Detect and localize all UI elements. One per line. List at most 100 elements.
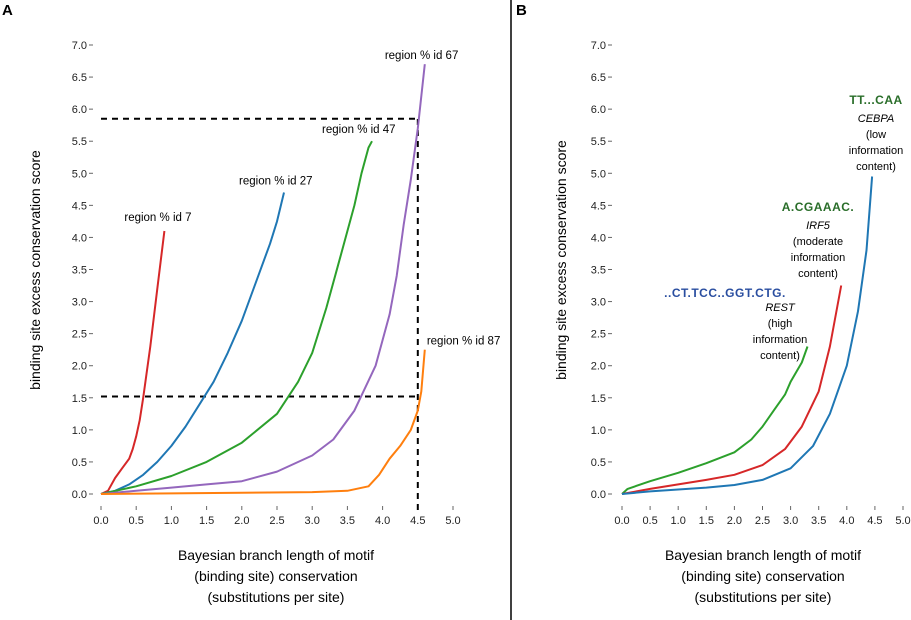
y-tick-b: 7.0: [591, 40, 612, 52]
motif-irf5-desc-3: content): [798, 268, 838, 280]
panel-a-letter: A: [2, 2, 13, 19]
x-tick-a: 2.0: [234, 506, 249, 527]
series-line-irf5: [621, 285, 843, 495]
y-tick-b: 5.5: [591, 136, 612, 148]
x-tick-label: 3.0: [783, 515, 798, 527]
x-tick-label: 0.0: [614, 515, 629, 527]
motif-irf5-logo: A.CGAAAC.: [782, 200, 855, 214]
x-tick-label: 4.0: [375, 515, 390, 527]
y-tick-label: 0.0: [72, 489, 87, 501]
x-tick-b: 1.0: [671, 506, 686, 527]
panel-b-xlabel-line2: (binding site) conservation: [681, 568, 844, 584]
y-tick-b: 6.5: [591, 72, 612, 84]
y-tick-label: 5.0: [72, 168, 87, 180]
series-line-region-id-87: [100, 349, 426, 495]
panel-b-xlabel-line3: (substitutions per site): [695, 589, 832, 605]
series-label-region-id-47: region % id 47: [322, 124, 396, 136]
x-tick-a: 5.0: [445, 506, 461, 527]
y-tick-a: 0.5: [72, 457, 93, 469]
y-tick-a: 5.5: [72, 136, 93, 148]
x-tick-label: 3.5: [811, 515, 826, 527]
y-tick-label: 6.5: [591, 72, 606, 84]
panel-a-xlabel-line3: (substitutions per site): [208, 589, 345, 605]
series-line-rest: [621, 346, 809, 495]
x-tick-label: 5.0: [895, 515, 910, 527]
x-tick-b: 1.5: [699, 506, 714, 527]
y-tick-b: 2.0: [591, 361, 612, 373]
series-label-region-id-7: region % id 7: [124, 212, 191, 224]
x-tick-a: 1.5: [199, 506, 214, 527]
x-tick-label: 1.5: [699, 515, 714, 527]
motif-cebpa-name: CEBPA: [858, 113, 894, 125]
y-tick-label: 1.0: [72, 425, 87, 437]
panel-b-xlabel-line1: Bayesian branch length of motif: [665, 547, 861, 563]
y-tick-label: 6.0: [591, 104, 606, 116]
motif-rest-name: REST: [765, 302, 796, 314]
x-tick-a: 4.0: [375, 506, 390, 527]
series-label-region-id-27: region % id 27: [239, 176, 313, 188]
motif-rest-logo: ..CT.TCC..GGT.CTG.: [664, 286, 786, 300]
panel-a-xlabel-line1: Bayesian branch length of motif: [178, 547, 374, 563]
x-tick-label: 1.5: [199, 515, 214, 527]
y-tick-label: 2.5: [591, 329, 606, 341]
y-tick-label: 5.5: [591, 136, 606, 148]
y-tick-label: 4.0: [591, 232, 606, 244]
y-tick-b: 0.0: [591, 489, 612, 501]
y-tick-b: 3.5: [591, 265, 612, 277]
y-tick-a: 5.0: [72, 168, 93, 180]
motif-irf5-desc-1: (moderate: [793, 236, 843, 248]
y-tick-label: 6.5: [72, 72, 87, 84]
motif-cebpa-logo: TT...CAA: [849, 93, 902, 107]
series-line-region-id-7: [100, 230, 166, 495]
y-tick-b: 1.0: [591, 425, 612, 437]
chart-b-plot: 0.0 0.5 1.0 1.5 2.0 2.5 3.0 3.5 4.0 4.5 5.0 5.5 6.0 6…: [591, 40, 911, 527]
x-tick-a: 0.5: [129, 506, 144, 527]
motif-irf5-name: IRF5: [806, 220, 831, 232]
y-tick-label: 3.0: [591, 297, 606, 309]
x-tick-a: 3.0: [305, 506, 320, 527]
panel-b-letter: B: [516, 2, 527, 19]
y-tick-b: 6.0: [591, 104, 612, 116]
x-tick-a: 0.0: [93, 506, 109, 527]
x-tick-b: 4.0: [839, 506, 854, 527]
x-tick-label: 2.5: [269, 515, 284, 527]
x-tick-label: 4.5: [410, 515, 425, 527]
y-tick-label: 3.0: [72, 297, 87, 309]
y-tick-label: 3.5: [591, 265, 606, 277]
motif-cebpa-desc-1: (low: [866, 129, 886, 141]
y-tick-label: 7.0: [591, 40, 606, 52]
y-tick-b: 0.5: [591, 457, 612, 469]
motif-cebpa: TT...CAA CEBPA (low information content): [849, 93, 903, 173]
y-tick-a: 4.0: [72, 232, 93, 244]
y-tick-label: 0.5: [591, 457, 606, 469]
x-tick-b: 3.5: [811, 506, 826, 527]
y-tick-label: 7.0: [72, 40, 87, 52]
y-tick-label: 1.0: [591, 425, 606, 437]
y-tick-label: 2.0: [591, 361, 606, 373]
y-tick-label: 0.5: [72, 457, 87, 469]
y-tick-label: 1.5: [72, 393, 87, 405]
x-tick-label: 2.5: [755, 515, 770, 527]
series-line-region-id-27: [100, 192, 285, 495]
y-tick-a: 3.0: [72, 297, 93, 309]
x-tick-b: 2.0: [727, 506, 742, 527]
series-line-cebpa: [621, 176, 874, 495]
x-tick-a: 1.0: [164, 506, 179, 527]
y-tick-label: 5.5: [72, 136, 87, 148]
panel-a-ylabel: binding site excess conservation score: [27, 150, 43, 390]
panel-b-ylabel: binding site excess conservation score: [553, 140, 569, 380]
y-tick-label: 4.0: [72, 232, 87, 244]
x-tick-b: 5.0: [895, 506, 911, 527]
y-tick-label: 2.5: [72, 329, 87, 341]
motif-rest-desc-3: content): [760, 350, 800, 362]
motif-irf5: A.CGAAAC. IRF5 (moderate information con…: [782, 200, 855, 280]
x-tick-b: 4.5: [867, 506, 883, 527]
y-tick-label: 5.0: [591, 168, 606, 180]
x-tick-b: 3.0: [783, 506, 798, 527]
y-tick-label: 0.0: [591, 489, 606, 501]
y-tick-a: 2.0: [72, 361, 93, 373]
y-tick-a: 6.0: [72, 104, 93, 116]
y-tick-a: 7.0: [72, 40, 93, 52]
chart-a-plot: 0.0 0.5 1.0 1.5 2.0 2.5 3.0 3.5 4.0 4.5 5.0 5.5 6.0 6…: [72, 40, 501, 527]
